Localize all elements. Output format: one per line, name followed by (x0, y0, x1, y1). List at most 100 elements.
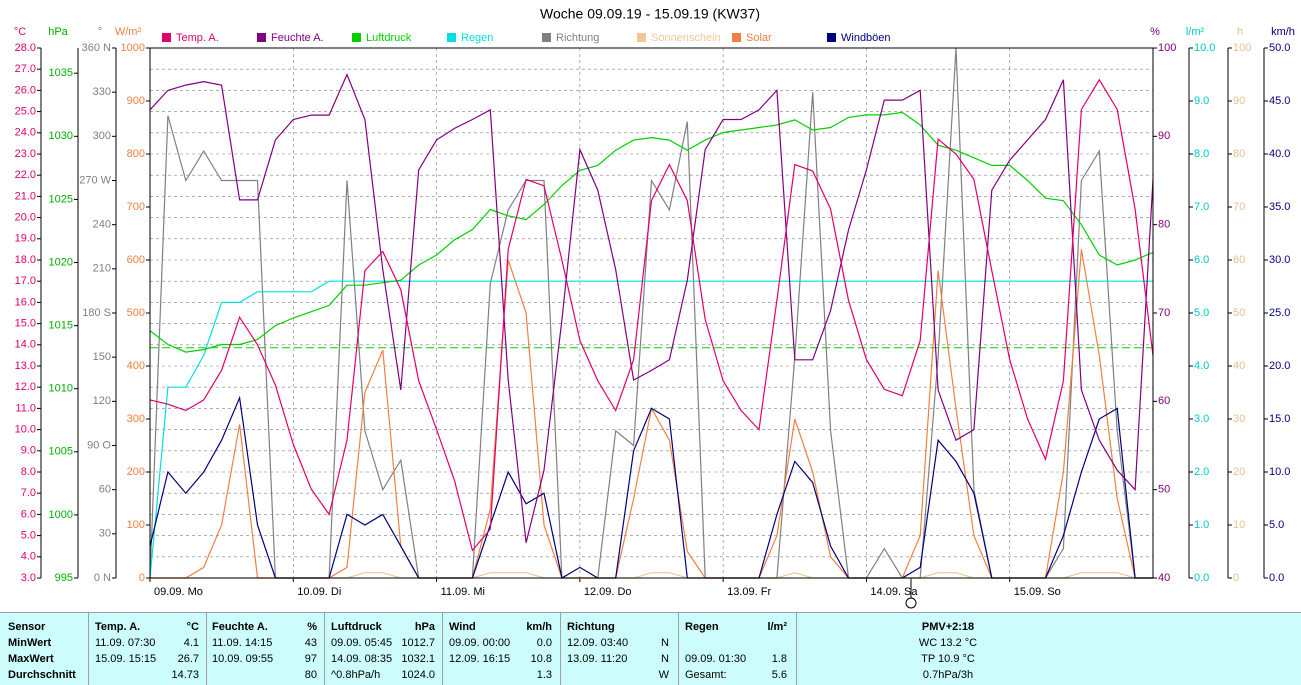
y-tick-label: 4.0 (21, 551, 36, 563)
axis-unit: °C (14, 26, 26, 38)
y-tick-label: 60 (1158, 395, 1170, 407)
table-cell: 0.0 (537, 637, 552, 649)
y-tick-label: 40 (1158, 572, 1170, 584)
table-header: Feuchte A. (212, 621, 268, 633)
y-tick-label: 90 (1158, 130, 1170, 142)
y-tick-label: 7.0 (21, 487, 36, 499)
table-header: Luftdruck (331, 621, 383, 633)
table-cell: 12.09. 03:40 (567, 637, 628, 649)
table-cell: 12.09. 16:15 (449, 653, 510, 665)
y-tick-label: 995 (55, 572, 73, 584)
y-tick-label: 25.0 (1269, 307, 1290, 319)
y-tick-label: 1020 (49, 256, 73, 268)
y-tick-label: 20.0 (15, 212, 36, 224)
y-tick-label: 90 (1233, 95, 1245, 107)
y-tick-label: 10 (1233, 519, 1245, 531)
y-tick-label: 1030 (49, 130, 73, 142)
y-tick-label: 50 (1233, 307, 1245, 319)
y-tick-label: 0.0 (1269, 572, 1284, 584)
table-cell: 10.09. 09:55 (212, 653, 273, 665)
legend-label: Regen (461, 32, 493, 44)
y-tick-label: 300 (93, 130, 111, 142)
y-tick-label: 15.0 (1269, 413, 1290, 425)
table-cell: 14.73 (171, 669, 199, 681)
y-tick-label: 40 (1233, 360, 1245, 372)
y-tick-label: 12.0 (15, 381, 36, 393)
y-tick-label: 8.0 (21, 466, 36, 478)
table-header: °C (187, 621, 199, 633)
y-tick-label: 6.0 (1194, 254, 1209, 266)
legend-swatch (447, 33, 456, 42)
table-cell: 10.8 (531, 653, 552, 665)
y-tick-label: 9.0 (1194, 95, 1209, 107)
y-tick-label: 20.0 (1269, 360, 1290, 372)
table-cell: 09.09. 05:45 (331, 637, 392, 649)
y-tick-label: 15.0 (15, 318, 36, 330)
y-tick-label: 8.0 (1194, 148, 1209, 160)
y-tick-label: 0 (1233, 572, 1239, 584)
y-tick-label: 240 (93, 219, 111, 231)
table-cell: 13.09. 11:20 (567, 653, 627, 665)
y-tick-label: 19.0 (15, 233, 36, 245)
y-tick-label: 4.0 (1194, 360, 1209, 372)
axis-unit: ° (98, 26, 102, 38)
legend-label: Feuchte A. (271, 32, 324, 44)
legend-swatch (162, 33, 171, 42)
y-tick-label: 700 (127, 201, 145, 213)
table-header: l/m² (767, 621, 787, 633)
legend-label: Windböen (841, 32, 891, 44)
table-cell: 11.09. 14:15 (212, 637, 272, 649)
table-cell: 15.09. 15:15 (95, 653, 156, 665)
legend-swatch (732, 33, 741, 42)
y-tick-label: 100 (1158, 42, 1176, 54)
y-tick-label: 10.0 (15, 424, 36, 436)
table-header: km/h (526, 621, 552, 633)
y-tick-label: 1000 (49, 509, 73, 521)
y-tick-label: 150 (93, 351, 111, 363)
table-cell: 80 (305, 669, 317, 681)
y-tick-label: 50 (1158, 484, 1170, 496)
y-tick-label: 70 (1233, 201, 1245, 213)
y-tick-label: 30 (1233, 413, 1245, 425)
series-line (149, 111, 1154, 353)
y-tick-label: 270 W (79, 174, 111, 186)
x-tick-label: 09.09. Mo (154, 586, 203, 598)
y-tick-label: 1010 (49, 383, 73, 395)
table-row-label: MaxWert (8, 653, 54, 665)
series-line (149, 78, 1154, 552)
y-tick-label: 28.0 (15, 42, 36, 54)
table-header: hPa (415, 621, 436, 633)
y-tick-label: 50.0 (1269, 42, 1290, 54)
table-cell: 0.7hPa/3h (923, 669, 973, 681)
x-tick-label: 10.09. Di (297, 586, 341, 598)
y-tick-label: 5.0 (1269, 519, 1284, 531)
y-tick-label: 18.0 (15, 254, 36, 266)
y-tick-label: 24.0 (15, 127, 36, 139)
x-tick-label: 12.09. Do (584, 586, 632, 598)
y-tick-label: 45.0 (1269, 95, 1290, 107)
y-tick-label: 360 N (82, 42, 111, 54)
legend-label: Luftdruck (366, 32, 412, 44)
table-cell: 1024.0 (401, 669, 435, 681)
x-tick-label: 14.09. Sa (870, 586, 918, 598)
legend-swatch (637, 33, 646, 42)
table-row-label: MinWert (8, 637, 52, 649)
y-tick-label: 100 (127, 519, 145, 531)
y-tick-label: 600 (127, 254, 145, 266)
y-tick-label: 9.0 (21, 445, 36, 457)
legend-swatch (827, 33, 836, 42)
y-tick-label: 80 (1158, 219, 1170, 231)
chart-title: Woche 09.09.19 - 15.09.19 (KW37) (540, 6, 760, 22)
table-cell: 14.09. 08:35 (331, 653, 392, 665)
legend-label: Richtung (556, 32, 599, 44)
series-line (149, 72, 1154, 543)
legend-label: Solar (746, 32, 772, 44)
table-cell: 1012.7 (401, 637, 435, 649)
table-cell: W (659, 669, 670, 681)
y-tick-label: 1025 (49, 193, 73, 205)
y-tick-label: 800 (127, 148, 145, 160)
table-cell: Gesamt: (685, 669, 727, 681)
table-cell: 09.09. 01:30 (685, 653, 746, 665)
table-cell: 97 (305, 653, 317, 665)
